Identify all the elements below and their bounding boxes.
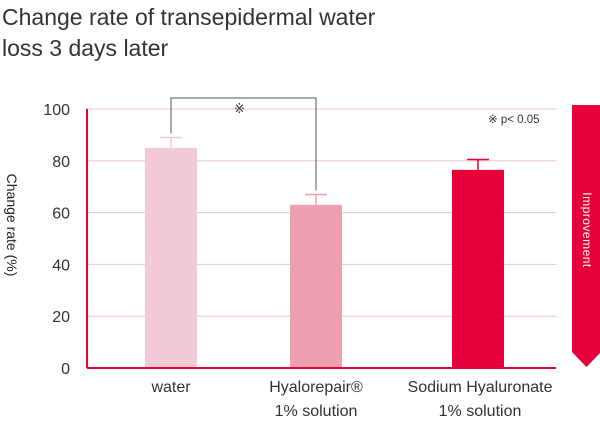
y-tick-label: 0	[61, 361, 70, 378]
bar	[290, 204, 342, 368]
y-tick-label: 80	[52, 154, 70, 171]
x-category-sodium-hyaluronate: Sodium Hyaluronate 1% solution	[380, 376, 580, 424]
improvement-arrow	[572, 105, 600, 367]
x-category-sublabel: 1% solution	[438, 403, 522, 420]
x-category-label: Sodium Hyaluronate	[407, 379, 553, 396]
bar	[452, 169, 504, 368]
significance-note: ※ p< 0.05	[488, 114, 540, 126]
y-axis-title: Change rate (%)	[4, 173, 20, 277]
x-category-label: water	[151, 379, 191, 396]
y-tick-label: 40	[52, 257, 70, 274]
y-tick-label: 20	[52, 309, 70, 326]
x-category-sublabel: 1% solution	[274, 403, 358, 420]
chart-title: Change rate of transepidermal water loss…	[2, 2, 522, 64]
y-tick-label: 100	[43, 102, 70, 119]
significance-mark: ※	[234, 101, 245, 116]
x-category-hyalorepair: Hyalorepair® 1% solution	[216, 376, 416, 424]
x-category-label: Hyalorepair®	[269, 379, 363, 396]
significance-bracket	[170, 97, 317, 191]
y-tick-label: 60	[52, 206, 70, 223]
x-category-water: water	[71, 376, 271, 400]
bar	[145, 147, 197, 368]
improvement-label: Improvement	[580, 192, 594, 268]
chart-title-line-2: loss 3 days later	[2, 35, 169, 61]
chart-title-line-1: Change rate of transepidermal water	[2, 4, 376, 30]
